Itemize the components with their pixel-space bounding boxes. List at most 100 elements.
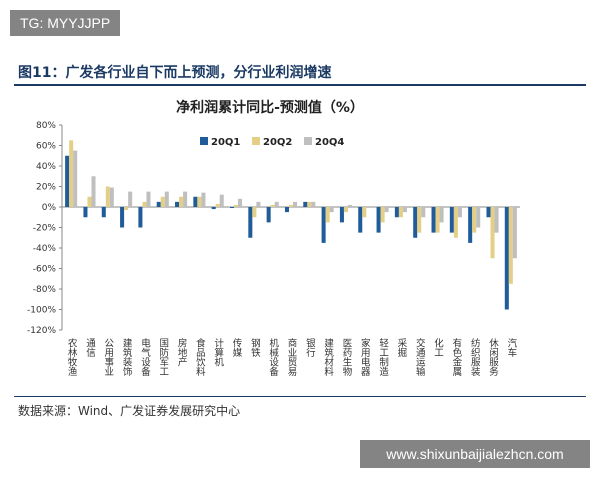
chart: 净利润累计同比-预测值（%） 80% 60% 40% 20% 0% -20% -40% -60… xyxy=(27,99,520,377)
x-tick-label: 房地产 xyxy=(176,337,188,367)
y-tick-label: 80% xyxy=(36,121,56,131)
y-tick-label: -40% xyxy=(33,244,57,254)
bar xyxy=(311,201,316,207)
y-tick-label: 0% xyxy=(42,203,57,213)
x-tick-label: 钢铁 xyxy=(249,337,261,358)
bar xyxy=(252,207,257,218)
bar xyxy=(83,207,88,218)
bar xyxy=(508,207,513,284)
bar xyxy=(101,207,106,218)
bar xyxy=(175,201,180,207)
y-tick-label: -120% xyxy=(27,326,56,336)
bar xyxy=(476,207,481,228)
x-tick-label: 汽车 xyxy=(505,337,517,358)
x-tick-label: 建筑材料 xyxy=(322,337,334,377)
x-tick-label: 公用事业 xyxy=(102,338,114,376)
bar xyxy=(197,196,202,207)
bar xyxy=(229,207,235,209)
bar xyxy=(120,207,125,228)
x-tick-label: 交通运输 xyxy=(414,337,426,377)
bar xyxy=(468,207,473,243)
bar xyxy=(266,207,271,223)
source: 数据来源：Wind、广发证券发展研究中心 xyxy=(18,404,241,418)
x-tick-label: 银行 xyxy=(304,337,316,358)
y-tick-label: 20% xyxy=(36,183,56,193)
x-tick-label: 有色金属 xyxy=(450,337,462,377)
bar xyxy=(234,204,239,207)
bar xyxy=(486,207,491,218)
x-tick-label: 化工 xyxy=(432,337,444,357)
bar xyxy=(380,207,385,223)
bar xyxy=(73,150,78,207)
bar xyxy=(201,192,206,207)
bar xyxy=(288,204,294,207)
bar xyxy=(343,207,348,213)
bar xyxy=(138,207,143,228)
x-tick-label: 采掘 xyxy=(395,338,407,358)
legend-swatch xyxy=(200,137,208,145)
bar xyxy=(164,191,169,207)
bar xyxy=(413,207,418,238)
bar xyxy=(183,191,188,207)
bar xyxy=(394,207,399,218)
x-tick-label: 食品饮料 xyxy=(194,337,206,377)
bar xyxy=(504,207,509,310)
bar xyxy=(215,203,220,207)
y-tick-label: -20% xyxy=(33,224,57,234)
rule xyxy=(14,396,586,397)
bar xyxy=(124,207,129,211)
bar xyxy=(398,207,403,218)
legend-label: 20Q1 xyxy=(211,137,240,148)
bar xyxy=(160,196,165,207)
bar xyxy=(490,207,495,259)
bar xyxy=(362,207,367,218)
x-tick-label: 国防军工 xyxy=(157,338,169,376)
bar xyxy=(303,201,308,207)
bar xyxy=(384,207,389,213)
x-tick-label: 家用电器 xyxy=(359,337,371,376)
bar xyxy=(270,204,275,207)
y-tick-label: 60% xyxy=(36,142,56,152)
bar xyxy=(347,204,353,207)
bar xyxy=(193,196,198,207)
x-tick-label: 医药生物 xyxy=(340,338,352,377)
bar xyxy=(211,207,216,210)
legend-label: 20Q2 xyxy=(263,137,292,148)
y-tick-label: 40% xyxy=(36,162,56,172)
chart-title: 净利润累计同比-预测值（%） xyxy=(176,99,364,116)
bar xyxy=(293,201,298,207)
bar xyxy=(274,201,279,207)
x-tick-label: 电气设备 xyxy=(139,337,151,377)
watermark: TG: MYYJJPP xyxy=(10,10,121,36)
bar xyxy=(248,207,253,238)
bar xyxy=(256,201,261,207)
bar xyxy=(512,207,517,259)
bar xyxy=(449,207,454,233)
x-tick-label: 建筑装饰 xyxy=(121,337,133,377)
bar xyxy=(457,207,462,218)
bar xyxy=(376,207,381,233)
bar xyxy=(472,207,477,233)
bar xyxy=(307,201,312,207)
legend-label: 20Q4 xyxy=(315,137,344,148)
bar xyxy=(325,207,330,223)
bar xyxy=(358,207,363,233)
x-tick-label: 计算机 xyxy=(212,337,224,367)
y-tick-label: -60% xyxy=(33,265,57,275)
legend-swatch xyxy=(252,137,260,145)
bar xyxy=(146,191,151,207)
x-tick-label: 机械设备 xyxy=(267,337,279,377)
bar xyxy=(321,207,326,243)
bar xyxy=(87,196,92,207)
bar xyxy=(105,186,110,207)
figure-title: 图11：广发各行业自下而上预测，分行业利润增速 xyxy=(18,65,332,81)
bar xyxy=(435,207,440,233)
x-tick-label: 农林牧渔 xyxy=(66,337,78,376)
bar xyxy=(402,207,407,213)
bar xyxy=(453,207,458,238)
bar xyxy=(156,201,161,207)
bar xyxy=(128,191,133,207)
bar xyxy=(339,207,344,223)
x-tick-label: 纺织服装 xyxy=(469,337,481,377)
